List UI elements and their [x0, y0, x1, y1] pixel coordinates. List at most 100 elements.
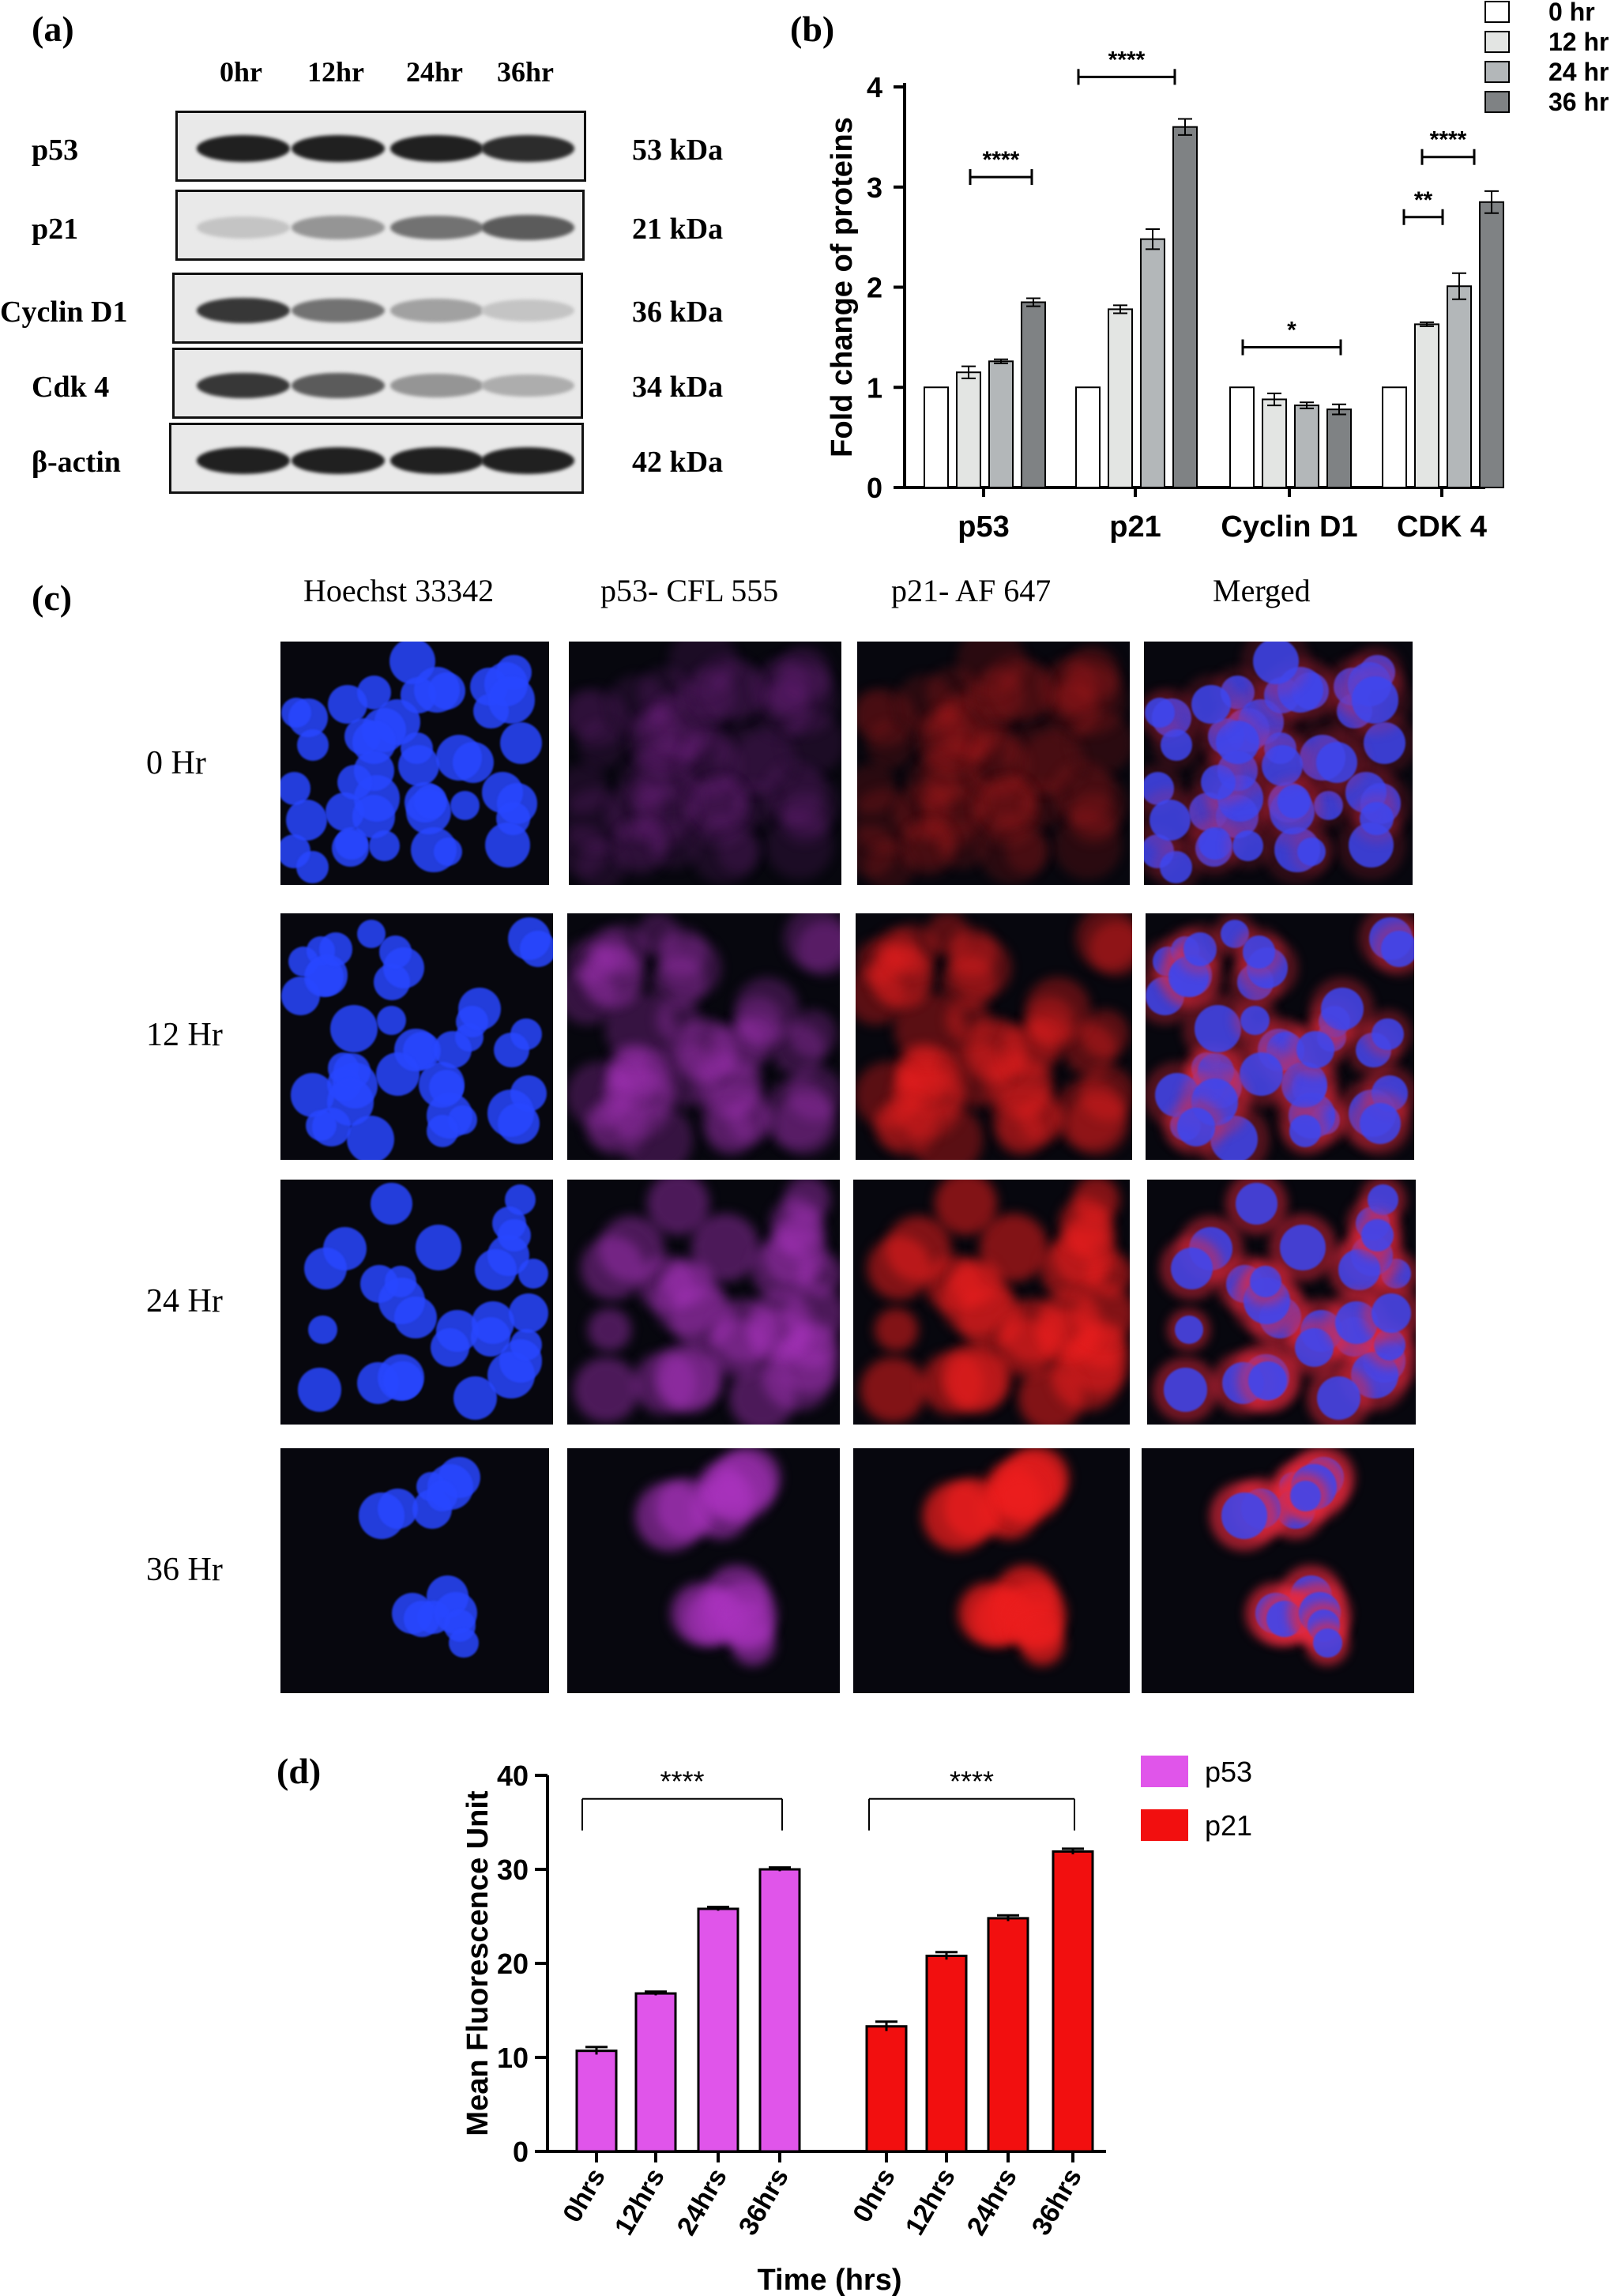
cell-nucleus — [329, 1005, 378, 1052]
cell-signal — [1074, 1283, 1130, 1343]
bar — [697, 1907, 739, 2153]
cell-nucleus — [397, 744, 440, 787]
cell-signal — [653, 1265, 724, 1336]
cell-signal — [1068, 792, 1119, 844]
panel-a-letter: (a) — [32, 9, 74, 49]
cell-signal — [857, 763, 896, 814]
cell-signal — [970, 1022, 1028, 1079]
cell-nucleus — [1149, 799, 1191, 841]
protein-band — [197, 297, 290, 324]
y-tick-label: 0 — [867, 472, 882, 504]
cell-nucleus — [1261, 744, 1304, 787]
cell-nucleus — [1160, 729, 1192, 761]
cell-nucleus — [496, 801, 531, 836]
cell-signal — [984, 776, 1035, 827]
cell-signal — [604, 993, 676, 1064]
cell-signal — [978, 815, 1047, 884]
cell-signal — [685, 772, 747, 834]
cell-signal — [774, 1093, 837, 1155]
bar — [1052, 1850, 1094, 2153]
cell-nucleus — [1312, 1628, 1342, 1658]
cell-signal — [879, 1098, 936, 1156]
cell-nucleus — [1315, 741, 1358, 783]
bar — [1021, 301, 1046, 489]
cell-signal — [597, 924, 649, 975]
cell-nucleus — [376, 1005, 407, 1036]
cell-nucleus — [519, 930, 553, 967]
bar — [987, 1917, 1029, 2153]
micrograph-image — [280, 1180, 553, 1425]
cell-nucleus — [1183, 932, 1217, 966]
micrograph-image — [280, 1448, 549, 1693]
column-header: p21- AF 647 — [891, 573, 1052, 608]
cell-signal — [919, 784, 984, 849]
cell-signal — [894, 1059, 946, 1110]
cell-signal — [966, 734, 1029, 797]
cell-nucleus — [1289, 1115, 1322, 1148]
column-header: Merged — [1213, 573, 1311, 608]
cell-signal — [582, 944, 645, 1007]
cell-signal — [569, 690, 608, 735]
cell-signal — [638, 667, 690, 718]
cell-signal — [1053, 1078, 1125, 1150]
cell-signal — [734, 997, 783, 1046]
cell-signal — [608, 1052, 676, 1120]
x-tick-label: 12hrs — [609, 2163, 671, 2241]
cell-signal — [894, 783, 952, 841]
significance-mark: ** — [1414, 187, 1433, 213]
cell-nucleus — [1240, 1052, 1283, 1096]
cell-signal — [681, 668, 736, 723]
cell-signal — [670, 1017, 736, 1082]
cell-signal — [705, 1107, 754, 1156]
legend-label: p21 — [1205, 1809, 1252, 1842]
cell-nucleus — [1351, 676, 1399, 724]
cell-signal — [678, 734, 740, 797]
significance-mark: **** — [660, 1765, 704, 1797]
cell-signal — [1070, 711, 1130, 775]
cell-signal — [857, 789, 916, 852]
row-header: 24 Hr — [146, 1283, 223, 1319]
cell-signal — [751, 657, 810, 716]
micrograph-image — [1147, 1180, 1416, 1425]
cell-signal — [734, 977, 799, 1041]
cell-nucleus — [358, 1492, 405, 1539]
cell-nucleus — [296, 729, 329, 761]
cell-signal — [707, 1060, 760, 1113]
cell-signal — [690, 815, 758, 884]
cell-nucleus — [1236, 1183, 1277, 1225]
x-tick-label: 36hrs — [1026, 2163, 1088, 2241]
cell-signal — [635, 1481, 705, 1551]
cell-signal — [783, 1180, 830, 1223]
cell-signal — [588, 1308, 631, 1352]
y-tick-label: 2 — [867, 272, 882, 304]
cell-nucleus — [510, 1329, 543, 1361]
cell-signal — [961, 1017, 1026, 1082]
cell-nucleus — [308, 1315, 337, 1345]
cell-signal — [981, 655, 1051, 725]
cell-signal — [630, 784, 696, 849]
cell-nucleus — [304, 1247, 347, 1289]
cell-signal — [683, 724, 732, 773]
cell-signal — [775, 1328, 840, 1394]
cell-nucleus — [427, 1481, 458, 1512]
cell-signal — [694, 1050, 763, 1120]
micrograph-image — [1142, 1448, 1414, 1693]
y-tick-label: 1 — [867, 371, 882, 404]
cell-nucleus — [352, 720, 396, 764]
cell-signal — [693, 655, 762, 725]
cell-signal — [778, 646, 833, 699]
protein-label: Cdk 4 — [32, 371, 110, 404]
cell-signal — [617, 755, 671, 809]
cell-nucleus — [1252, 642, 1299, 685]
cell-signal — [747, 1307, 807, 1367]
cell-signal — [764, 1224, 826, 1287]
cell-signal — [956, 642, 1025, 696]
cell-signal — [585, 1102, 631, 1150]
blot-strip — [172, 348, 583, 419]
cell-signal — [973, 777, 1042, 846]
cell-signal — [927, 667, 978, 718]
cell-signal — [1066, 1093, 1129, 1155]
cell-signal — [765, 811, 833, 879]
